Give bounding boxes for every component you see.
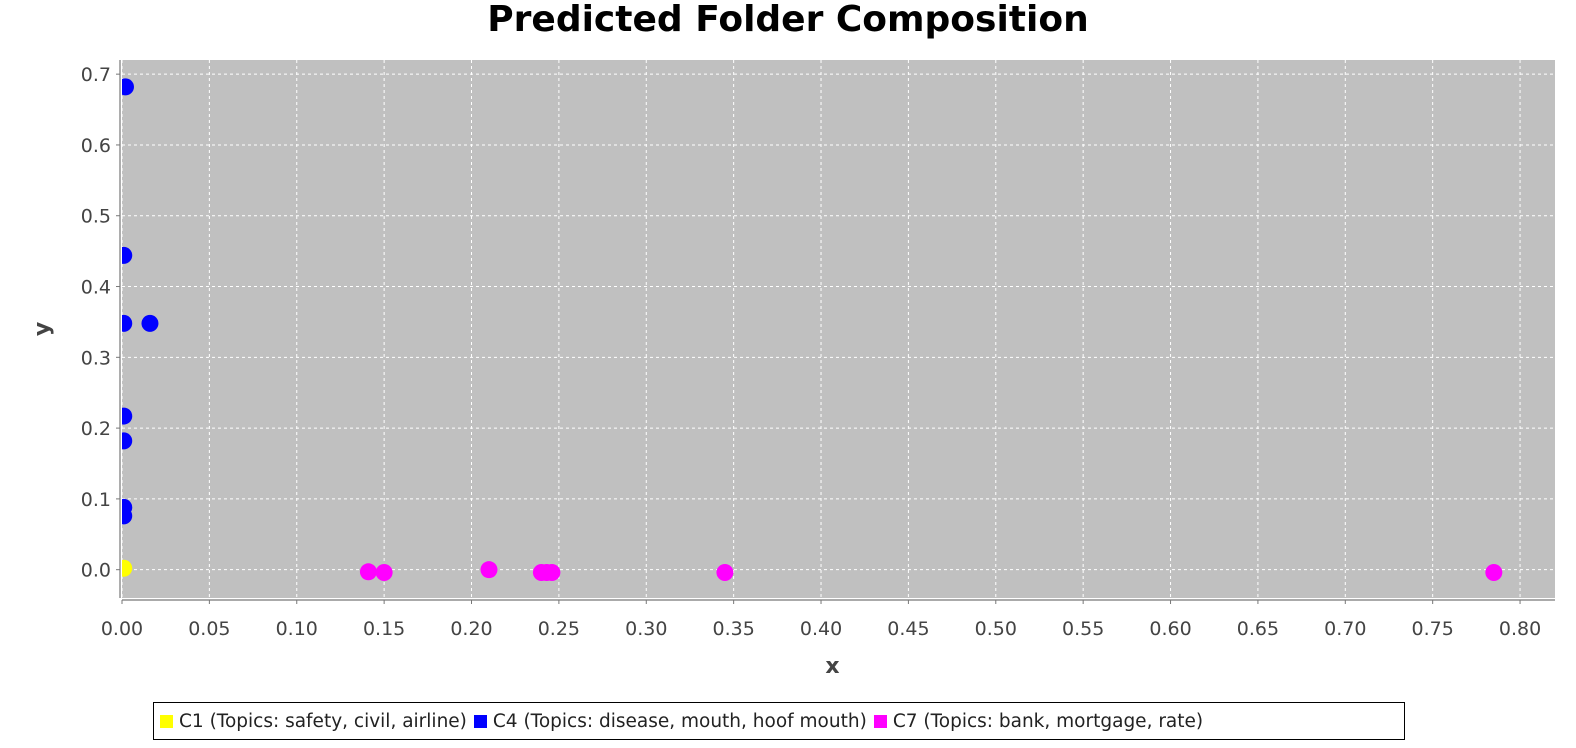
x-tick-label: 0.65 bbox=[1237, 618, 1279, 640]
scatter-plot: 0.00 0.05 0.10 0.15 0.20 0.25 0.30 0.35 0.40 0.45… bbox=[30, 60, 1555, 679]
legend-item: C7 (Topics: bank, mortgage, rate) bbox=[873, 710, 1204, 732]
x-tick-label: 0.60 bbox=[1149, 618, 1191, 640]
legend-item: C4 (Topics: disease, mouth, hoof mouth) bbox=[473, 710, 867, 732]
y-tick-label: 0.4 bbox=[81, 277, 111, 299]
x-tick-label: 0.00 bbox=[101, 618, 143, 640]
legend-swatch bbox=[160, 714, 173, 728]
legend-label: C1 (Topics: safety, civil, airline) bbox=[179, 710, 467, 732]
y-tick-label: 0.5 bbox=[81, 206, 111, 228]
legend-swatch bbox=[473, 714, 487, 728]
x-tick-label: 0.75 bbox=[1412, 618, 1454, 640]
data-point-s2-p7 bbox=[1485, 564, 1503, 582]
data-point-s2-p2 bbox=[480, 561, 498, 579]
data-point-s1-p7 bbox=[122, 507, 133, 525]
y-tick-label: 0.3 bbox=[81, 347, 111, 369]
legend-swatch bbox=[873, 714, 887, 728]
legend-label: C7 (Topics: bank, mortgage, rate) bbox=[892, 710, 1204, 732]
data-point-s0-p0 bbox=[122, 559, 133, 577]
data-point-s2-p6 bbox=[716, 564, 734, 582]
tick-labels: 0.00 0.05 0.10 0.15 0.20 0.25 0.30 0.35 0.40 0.45… bbox=[81, 64, 1541, 640]
data-point-s1-p1 bbox=[122, 246, 133, 264]
data-point-s2-p1 bbox=[375, 564, 393, 582]
x-tick-label: 0.25 bbox=[538, 618, 580, 640]
x-tick-label: 0.10 bbox=[276, 618, 318, 640]
x-tick-label: 0.70 bbox=[1324, 618, 1366, 640]
y-tick-label: 0.0 bbox=[81, 560, 111, 582]
legend-label: C4 (Topics: disease, mouth, hoof mouth) bbox=[492, 710, 867, 732]
data-point-s1-p0 bbox=[122, 78, 134, 96]
x-tick-label: 0.45 bbox=[887, 618, 929, 640]
data-point-s2-p0 bbox=[359, 563, 377, 581]
data-points bbox=[122, 78, 1503, 582]
y-tick-label: 0.2 bbox=[81, 418, 111, 440]
x-tick-label: 0.15 bbox=[363, 618, 405, 640]
x-tick-label: 0.30 bbox=[625, 618, 667, 640]
x-tick-label: 0.20 bbox=[450, 618, 492, 640]
plot-area bbox=[122, 60, 1555, 598]
legend-item: C1 (Topics: safety, civil, airline) bbox=[160, 711, 467, 732]
x-tick-label: 0.40 bbox=[800, 618, 842, 640]
x-tick-label: 0.35 bbox=[712, 618, 754, 640]
data-point-s1-p4 bbox=[122, 407, 133, 425]
y-tick-label: 0.1 bbox=[81, 489, 111, 511]
y-tick-label: 0.7 bbox=[81, 64, 111, 86]
chart-title: Predicted Folder Composition bbox=[487, 0, 1089, 40]
x-tick-label: 0.50 bbox=[975, 618, 1017, 640]
x-axis-label: x bbox=[825, 654, 839, 679]
data-point-s1-p3 bbox=[141, 314, 159, 332]
x-tick-label: 0.55 bbox=[1062, 618, 1104, 640]
grid-lines bbox=[121, 60, 1555, 598]
y-tick-label: 0.6 bbox=[81, 135, 111, 157]
data-point-s1-p2 bbox=[122, 314, 133, 332]
data-point-s2-p5 bbox=[543, 564, 561, 582]
data-point-s1-p5 bbox=[122, 432, 133, 450]
x-tick-label: 0.05 bbox=[188, 618, 230, 640]
x-tick-label: 0.80 bbox=[1499, 618, 1541, 640]
y-axis-label: y bbox=[30, 322, 55, 336]
legend: C1 (Topics: safety, civil, airline) C4 (T… bbox=[153, 702, 1405, 740]
axes bbox=[116, 60, 1555, 604]
